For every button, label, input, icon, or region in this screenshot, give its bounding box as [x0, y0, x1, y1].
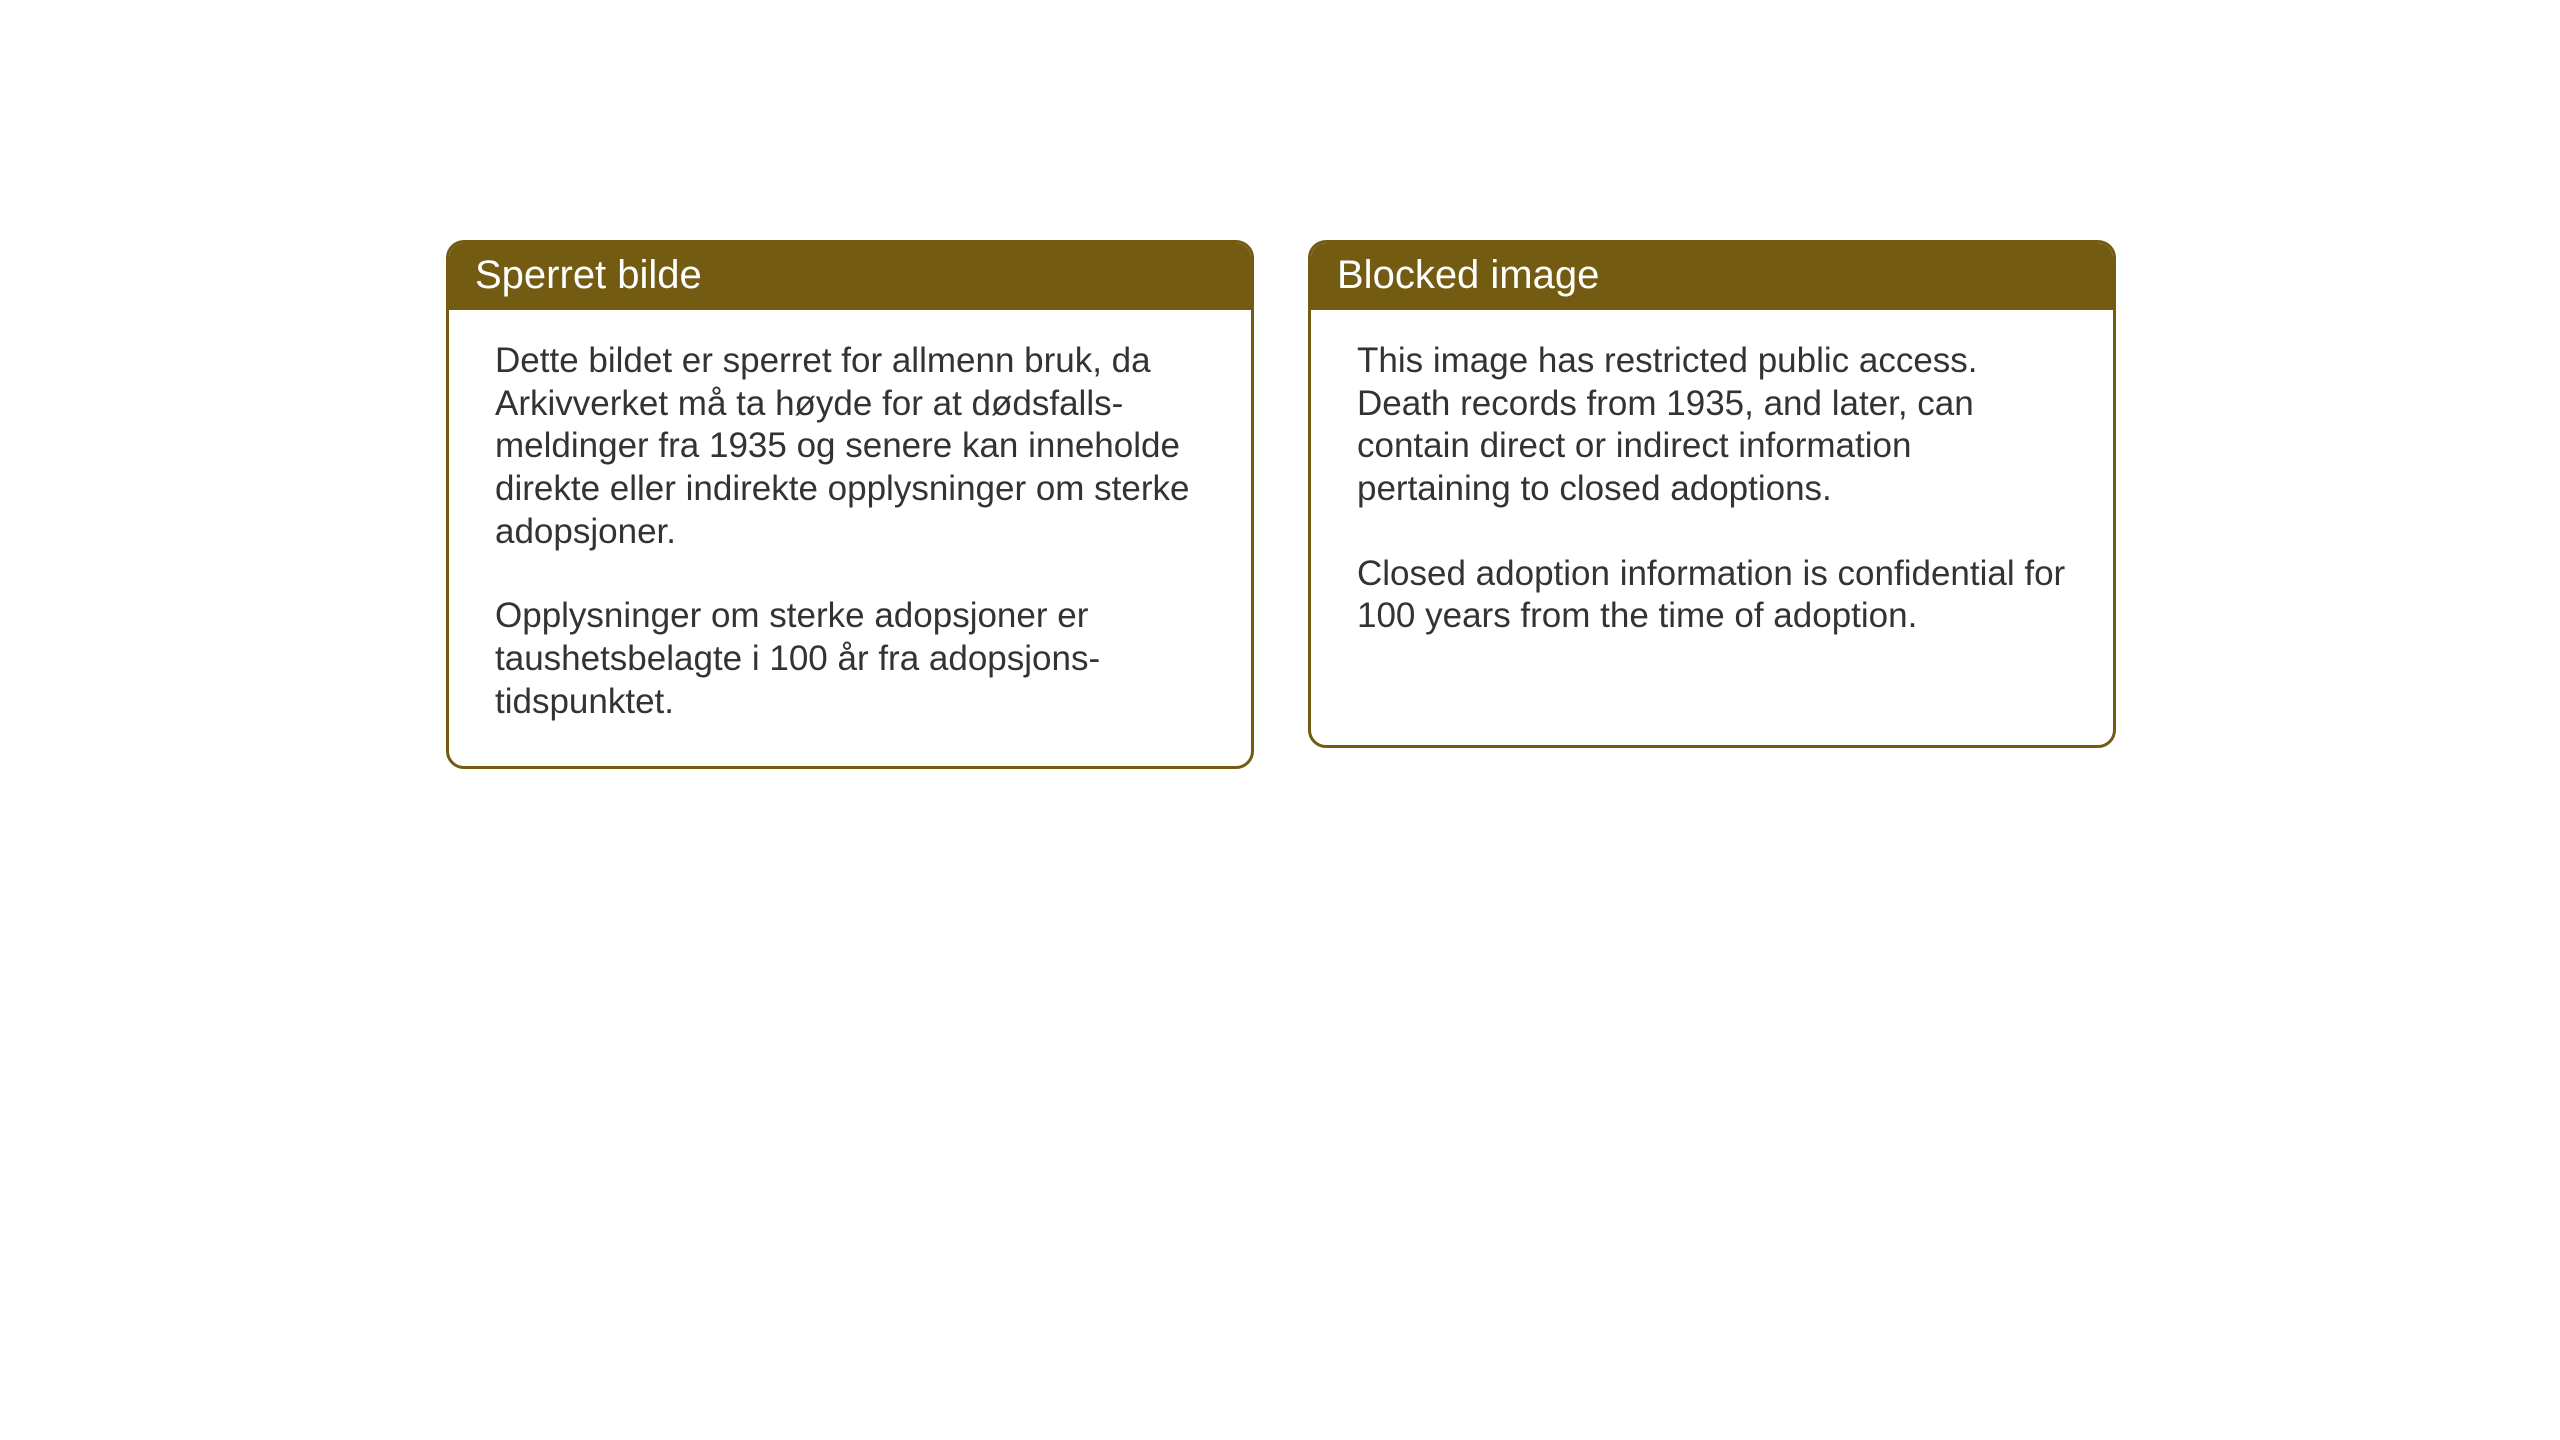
card-paragraph: Closed adoption information is confident…: [1357, 553, 2067, 638]
card-title: Blocked image: [1337, 253, 1599, 297]
card-body-english: This image has restricted public access.…: [1311, 310, 2113, 680]
card-paragraph: Dette bildet er sperret for allmenn bruk…: [495, 340, 1205, 553]
notice-card-english: Blocked image This image has restricted …: [1308, 240, 2116, 748]
card-body-norwegian: Dette bildet er sperret for allmenn bruk…: [449, 310, 1251, 766]
notice-card-norwegian: Sperret bilde Dette bildet er sperret fo…: [446, 240, 1254, 769]
notice-container: Sperret bilde Dette bildet er sperret fo…: [446, 240, 2116, 769]
card-paragraph: This image has restricted public access.…: [1357, 340, 2067, 511]
card-header-english: Blocked image: [1311, 243, 2113, 310]
card-header-norwegian: Sperret bilde: [449, 243, 1251, 310]
card-title: Sperret bilde: [475, 253, 702, 297]
card-paragraph: Opplysninger om sterke adopsjoner er tau…: [495, 595, 1205, 723]
